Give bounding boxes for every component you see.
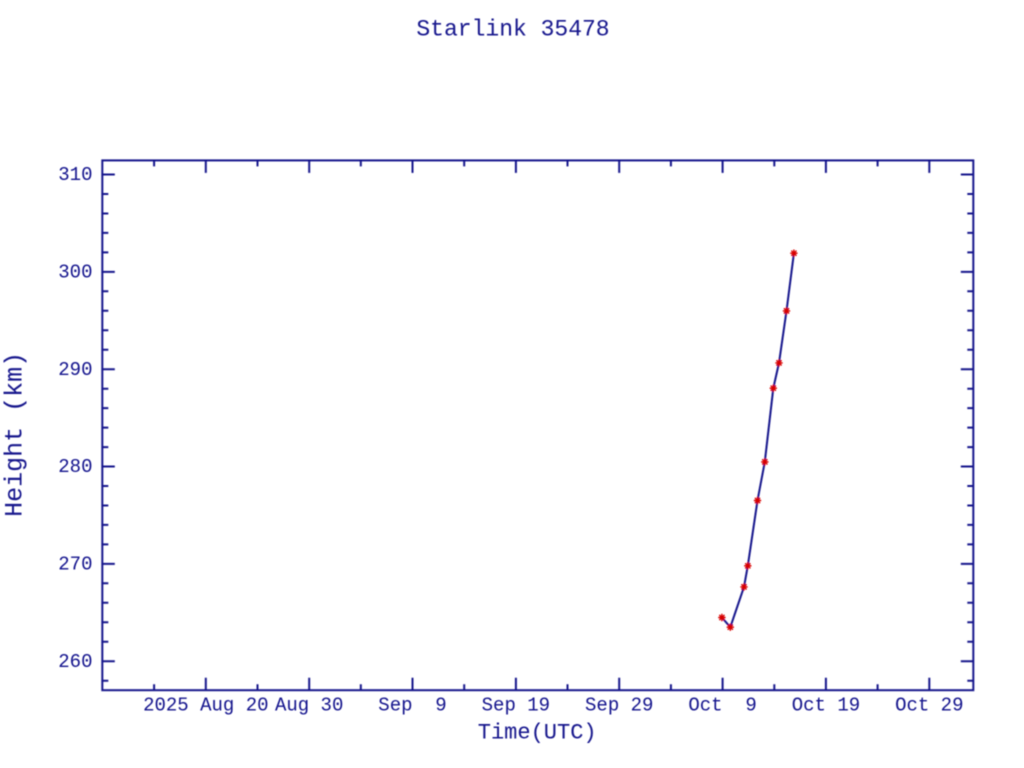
svg-text:Oct 19: Oct 19	[792, 694, 860, 716]
svg-text:Height (km): Height (km)	[1, 352, 30, 517]
svg-text:Time(UTC): Time(UTC)	[478, 721, 597, 746]
svg-text:Starlink 35478: Starlink 35478	[416, 17, 609, 43]
svg-text:Oct 29: Oct 29	[895, 694, 963, 716]
svg-text:Aug 30: Aug 30	[275, 694, 343, 716]
svg-text:310: 310	[58, 164, 92, 186]
svg-text:Oct 9: Oct 9	[688, 694, 756, 716]
svg-text:260: 260	[58, 651, 92, 673]
svg-text:290: 290	[58, 359, 92, 381]
svg-text:280: 280	[58, 456, 92, 478]
svg-text:270: 270	[58, 554, 92, 576]
svg-text:Sep 29: Sep 29	[585, 694, 653, 716]
svg-text:Sep 19: Sep 19	[482, 694, 550, 716]
svg-text:300: 300	[58, 262, 92, 284]
svg-text:2025 Aug 20: 2025 Aug 20	[143, 694, 268, 716]
svg-text:Sep 9: Sep 9	[378, 694, 446, 716]
